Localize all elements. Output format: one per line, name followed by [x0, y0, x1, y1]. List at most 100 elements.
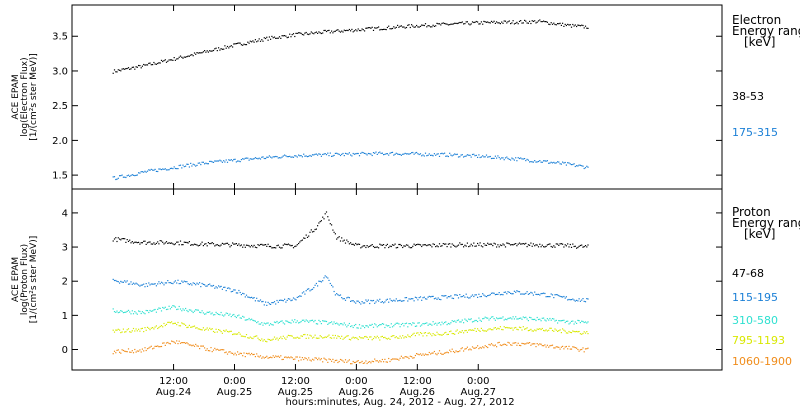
data-point [200, 52, 202, 54]
data-point [506, 326, 508, 329]
data-point [379, 29, 381, 31]
data-point [187, 311, 189, 313]
data-point [199, 282, 201, 284]
data-point [350, 154, 352, 156]
data-point [261, 39, 263, 41]
data-point [419, 153, 422, 155]
data-point [518, 291, 521, 293]
data-point [422, 297, 424, 299]
data-point [548, 319, 550, 321]
data-point [281, 320, 283, 322]
data-point [550, 344, 552, 347]
data-point [188, 166, 190, 168]
data-point [398, 337, 400, 339]
data-point [468, 349, 470, 351]
data-point [452, 297, 455, 300]
data-point [530, 161, 532, 163]
data-point [333, 290, 335, 293]
data-point [399, 243, 401, 246]
data-point [336, 322, 338, 324]
data-point [275, 37, 277, 39]
data-point [171, 340, 173, 342]
data-point [272, 355, 274, 357]
data-point [167, 280, 169, 282]
data-point [278, 246, 281, 248]
data-point [457, 244, 460, 246]
data-point [565, 245, 567, 247]
data-point [261, 156, 263, 158]
data-point [185, 165, 187, 167]
data-point [234, 43, 236, 45]
data-point [507, 341, 509, 343]
data-point [496, 293, 498, 295]
data-point [254, 157, 256, 159]
data-point [130, 351, 132, 353]
data-point [402, 246, 404, 249]
data-point [122, 238, 124, 240]
data-point [369, 27, 371, 29]
data-point [249, 319, 251, 321]
data-point [140, 328, 142, 330]
data-point [188, 55, 190, 57]
data-point [520, 20, 522, 22]
data-point [578, 330, 580, 333]
data-point [449, 349, 451, 351]
data-point [190, 162, 192, 164]
data-point [427, 244, 429, 246]
data-point [221, 242, 223, 244]
data-point [440, 24, 442, 26]
data-point [583, 167, 585, 170]
data-point [502, 316, 504, 318]
data-point [557, 161, 559, 163]
data-point [168, 305, 170, 307]
data-point [379, 324, 381, 326]
data-point [440, 352, 442, 354]
data-point [568, 162, 570, 164]
data-point [455, 350, 457, 352]
data-point [209, 283, 211, 285]
data-point [113, 279, 116, 282]
data-point [545, 21, 547, 23]
data-point [356, 152, 358, 155]
data-point [569, 299, 571, 301]
data-point [464, 244, 466, 246]
data-point [496, 346, 498, 348]
data-point [157, 170, 159, 173]
data-point [328, 279, 330, 281]
data-point [531, 343, 533, 345]
data-point [543, 246, 545, 248]
data-point [358, 301, 361, 304]
series-47-68 [112, 211, 589, 249]
data-point [534, 245, 536, 247]
data-point [419, 353, 422, 355]
data-point [405, 26, 408, 29]
data-point [529, 20, 531, 22]
data-point [386, 325, 388, 327]
data-point [244, 157, 246, 159]
data-point [579, 244, 581, 247]
data-point [286, 156, 288, 158]
data-point [332, 323, 334, 325]
data-point [149, 329, 151, 331]
data-point [576, 330, 578, 333]
data-point [182, 308, 184, 310]
data-point [239, 333, 241, 335]
data-point [257, 300, 259, 302]
data-point [460, 154, 462, 156]
data-point [298, 337, 300, 339]
data-point [539, 343, 541, 345]
data-point [129, 331, 131, 333]
data-point [398, 243, 400, 246]
data-point [524, 328, 526, 330]
data-point [218, 160, 220, 162]
data-point [483, 347, 485, 349]
data-point [148, 327, 150, 329]
data-point [353, 337, 355, 339]
data-point [167, 169, 169, 171]
data-point [267, 338, 269, 340]
data-point [513, 318, 515, 320]
data-point [173, 281, 175, 283]
data-point [315, 357, 317, 359]
data-point [546, 330, 548, 332]
data-point [346, 29, 348, 31]
